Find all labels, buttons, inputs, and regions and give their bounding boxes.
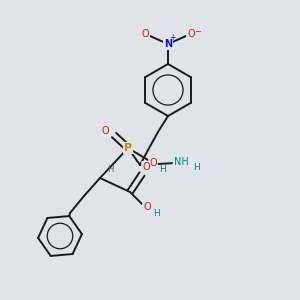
Text: H: H <box>107 166 113 175</box>
Text: H: H <box>153 208 159 217</box>
Text: O: O <box>142 162 150 172</box>
Text: H: H <box>194 164 200 172</box>
Text: −: − <box>194 28 202 37</box>
Text: O: O <box>149 158 157 168</box>
Text: O: O <box>143 202 151 212</box>
Text: H: H <box>159 164 165 173</box>
Text: O: O <box>101 126 109 136</box>
Text: O: O <box>187 29 195 39</box>
Text: NH: NH <box>174 157 188 167</box>
Text: O: O <box>141 29 149 39</box>
Text: P: P <box>124 143 132 153</box>
Text: N: N <box>164 39 172 49</box>
Text: +: + <box>169 32 175 41</box>
